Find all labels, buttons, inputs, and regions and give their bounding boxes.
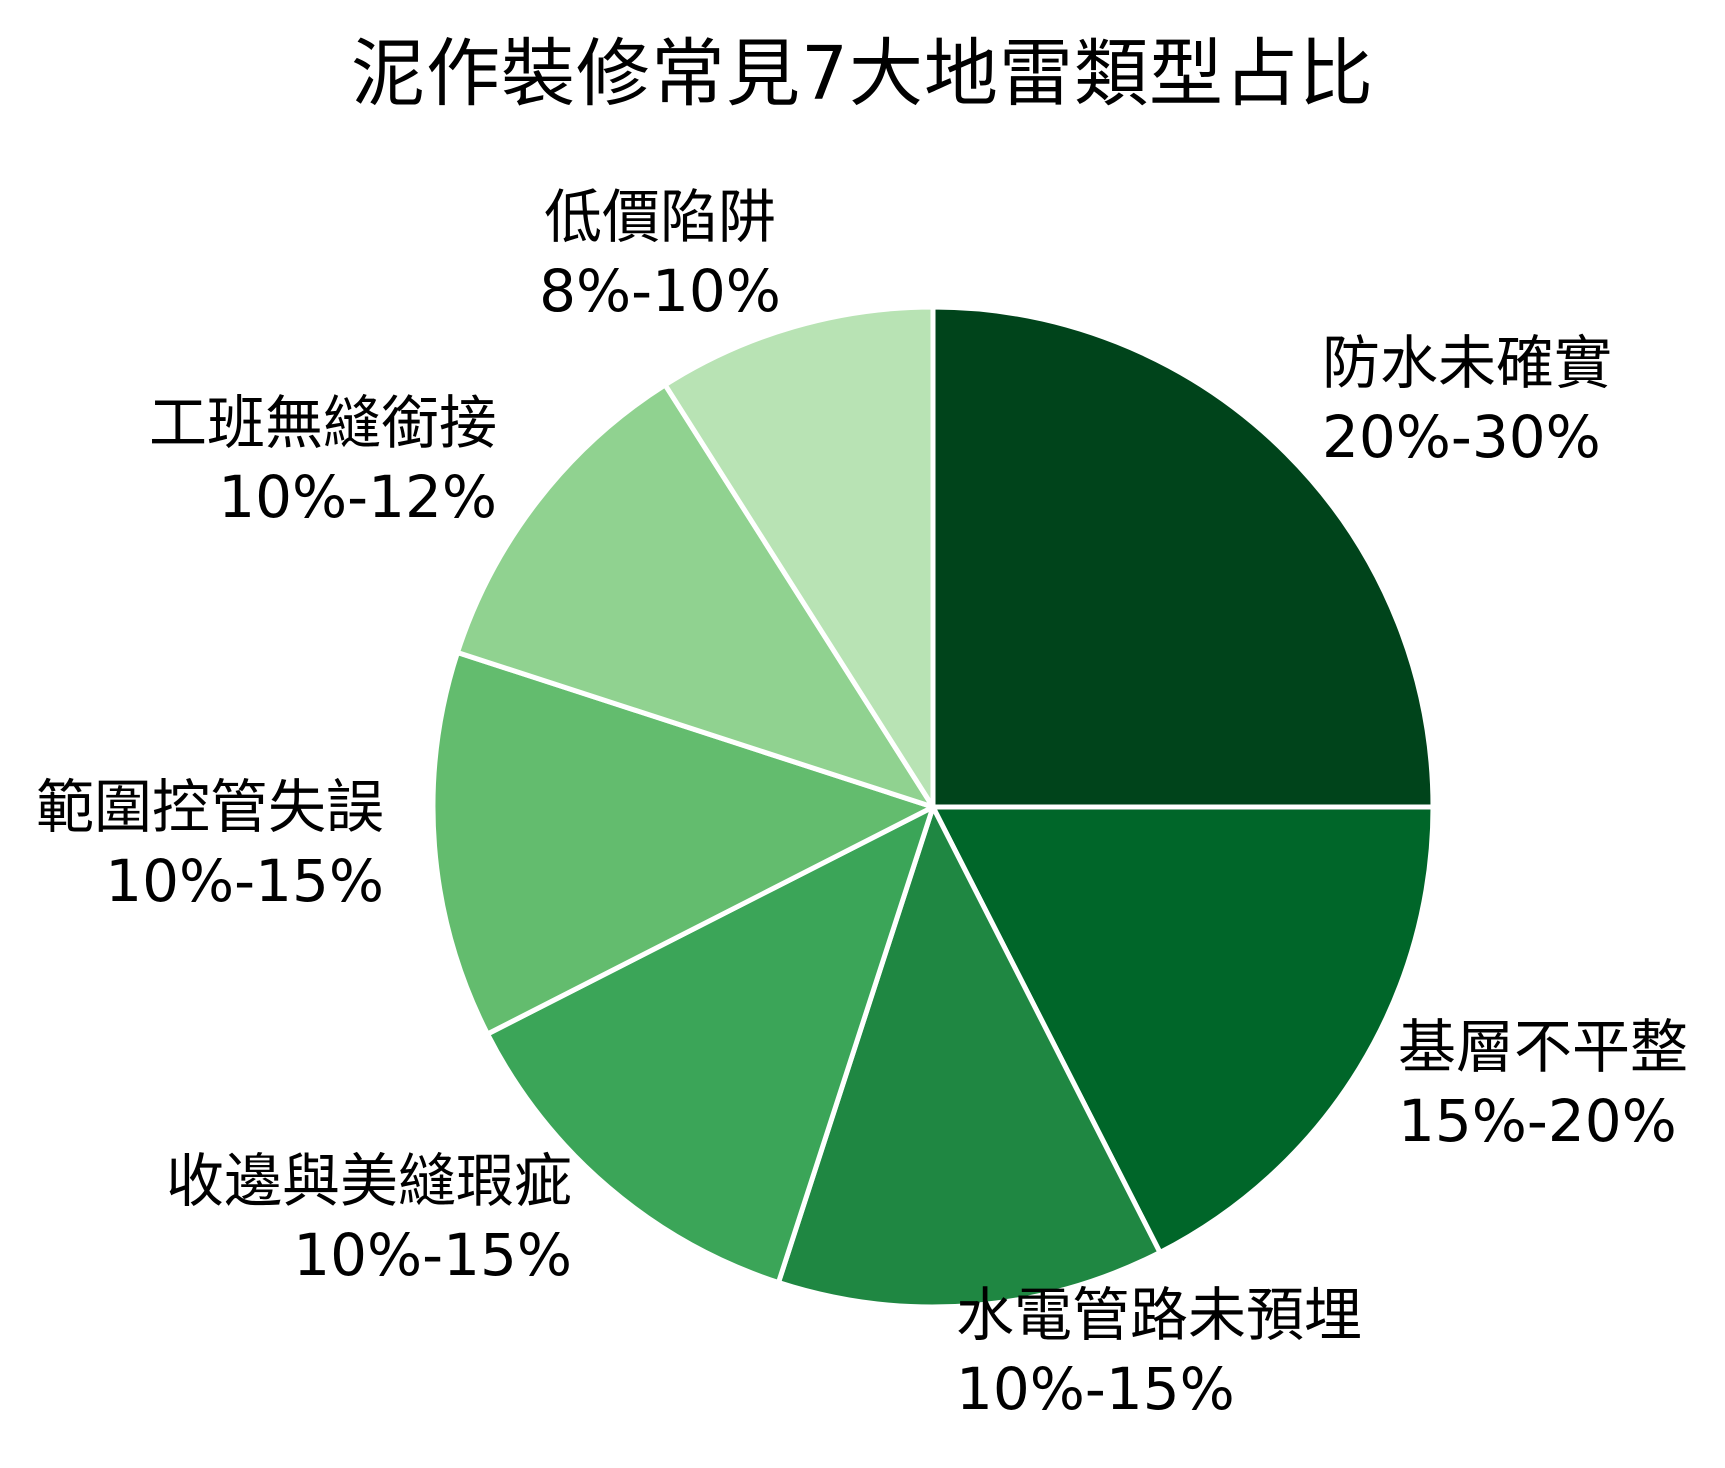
slice-range: 15%-20% xyxy=(1398,1087,1677,1155)
slice-name: 範圍控管失誤 xyxy=(35,773,384,841)
slice-label-pipes-not-pre-embedded: 水電管路未預埋 10%-15% xyxy=(956,1278,1362,1426)
slice-name: 收邊與美縫瑕疵 xyxy=(165,1147,572,1215)
slice-label-waterproofing-not-done: 防水未確實 20%-30% xyxy=(1322,326,1612,474)
slice-label-uneven-substrate: 基層不平整 15%-20% xyxy=(1398,1010,1688,1158)
pie-slice-6 xyxy=(662,304,936,810)
slice-label-edging-grouting-flaws: 收邊與美縫瑕疵 10%-15% xyxy=(102,1144,572,1292)
pie-slice-3 xyxy=(485,804,936,1286)
pie-slice-0 xyxy=(930,304,1436,810)
pie-slice-2 xyxy=(775,804,1163,1310)
slice-label-low-price-trap: 低價陷阱 8%-10% xyxy=(460,180,860,328)
chart-title: 泥作裝修常見7大地雷類型占比 xyxy=(350,31,1375,117)
slice-label-scope-control-errors: 範圍控管失誤 10%-15% xyxy=(0,770,384,918)
slice-name: 防水未確實 xyxy=(1322,329,1613,397)
slice-range: 10%-15% xyxy=(293,1221,572,1289)
slice-name: 低價陷阱 xyxy=(543,183,776,251)
slice-label-crew-scheduling-gaps: 工班無縫銜接 10%-12% xyxy=(117,386,497,534)
slice-name: 工班無縫銜接 xyxy=(148,389,497,457)
pie-slice-4 xyxy=(430,649,936,1037)
pie-slice-5 xyxy=(454,382,936,810)
slice-name: 水電管路未預埋 xyxy=(956,1281,1363,1349)
slice-range: 10%-15% xyxy=(105,847,384,915)
slice-range: 8%-10% xyxy=(539,257,781,325)
slice-name: 基層不平整 xyxy=(1398,1013,1689,1081)
slice-range: 20%-30% xyxy=(1322,403,1601,471)
slice-range: 10%-15% xyxy=(956,1355,1235,1423)
pie-slice-1 xyxy=(930,804,1436,1255)
slice-range: 10%-12% xyxy=(218,463,497,531)
